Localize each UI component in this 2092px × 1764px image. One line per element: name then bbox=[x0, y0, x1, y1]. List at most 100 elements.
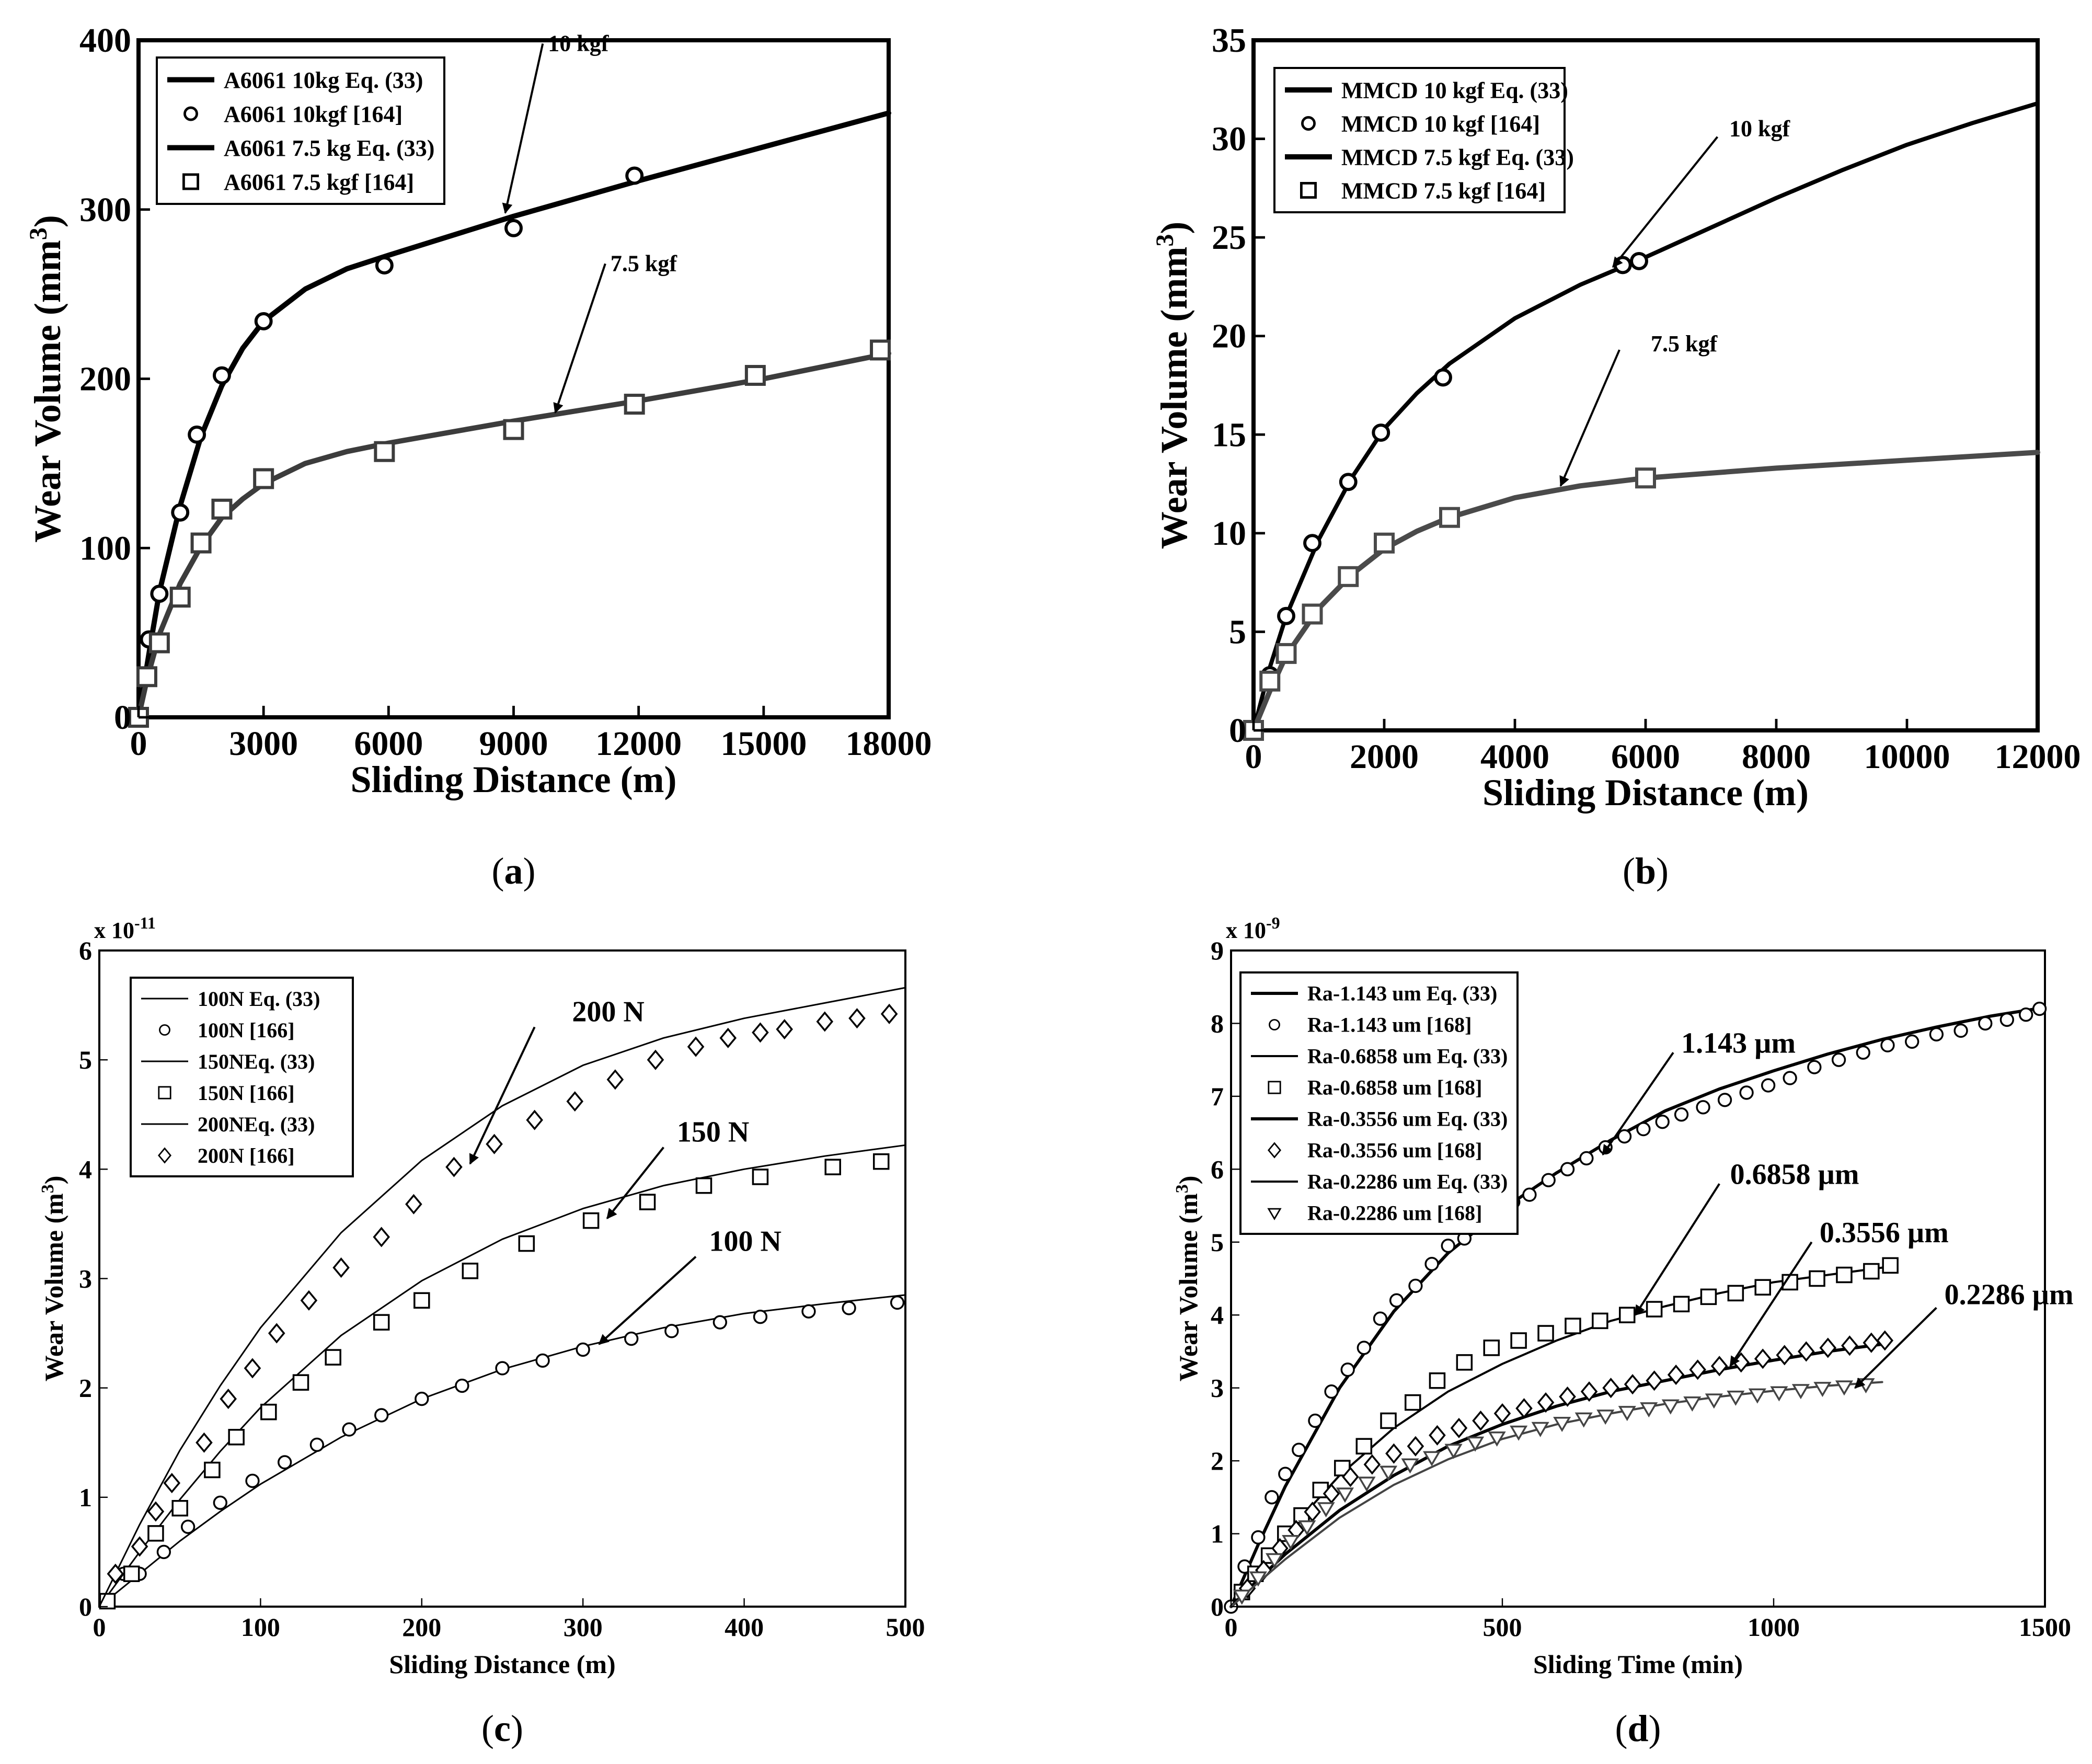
data-point-a-3-5 bbox=[211, 498, 233, 520]
data-point-d-1-10 bbox=[1373, 1311, 1388, 1326]
series-line-d-2 bbox=[1230, 1266, 1883, 1608]
data-point-d-7-4 bbox=[1298, 1520, 1316, 1536]
data-point-d-5-23 bbox=[1710, 1356, 1728, 1377]
data-point-c-5-24 bbox=[880, 1003, 898, 1024]
annotation-label-d-2: 0.3556 µm bbox=[1820, 1217, 1949, 1249]
data-point-c-1-14 bbox=[535, 1353, 550, 1368]
data-point-c-5-15 bbox=[566, 1091, 584, 1112]
data-point-c-5-3 bbox=[163, 1473, 181, 1494]
legend-label-d-1: Ra-1.143 um [168] bbox=[1307, 1013, 1472, 1036]
data-point-c-3-17 bbox=[824, 1159, 841, 1175]
data-point-d-3-19 bbox=[1673, 1296, 1690, 1313]
legend-swatch-d-3 bbox=[1268, 1081, 1281, 1094]
data-point-d-5-13 bbox=[1493, 1403, 1511, 1424]
data-point-d-1-35 bbox=[1856, 1045, 1870, 1060]
legend-label-b-3: MMCD 7.5 kgf [164] bbox=[1341, 178, 1546, 203]
chart-b: 10 kgf 7.5 kgf 0 2000 4000 6000 8000 10000 1200… bbox=[1151, 21, 2081, 892]
x-tick-label-d-3: 1500 bbox=[2019, 1612, 2071, 1642]
x-tick-label-c-4: 400 bbox=[725, 1612, 764, 1642]
data-point-c-5-17 bbox=[647, 1049, 664, 1070]
data-point-d-1-25 bbox=[1636, 1121, 1651, 1137]
y-tick-label-d-5: 5 bbox=[1211, 1228, 1224, 1257]
legend-label-d-7: Ra-0.2286 um [168] bbox=[1307, 1201, 1482, 1224]
data-point-d-7-21 bbox=[1661, 1399, 1680, 1415]
data-point-d-3-25 bbox=[1836, 1266, 1853, 1284]
legend-swatch-a-3 bbox=[182, 173, 199, 190]
x-tick-label-b-5: 10000 bbox=[1864, 738, 1950, 776]
data-point-d-5-6 bbox=[1342, 1467, 1359, 1487]
y-axis-label-a: Wear Volume (mm3) bbox=[25, 215, 69, 543]
data-point-c-1-5 bbox=[213, 1495, 227, 1510]
legend-label-c-5: 200N [166] bbox=[198, 1144, 295, 1167]
data-point-d-1-32 bbox=[1783, 1071, 1797, 1085]
annotation-arrow-d-2 bbox=[1729, 1241, 1813, 1367]
data-point-d-1-37 bbox=[1905, 1034, 1919, 1049]
data-point-d-5-10 bbox=[1429, 1425, 1446, 1446]
data-point-d-3-24 bbox=[1809, 1270, 1825, 1287]
data-point-c-5-21 bbox=[776, 1019, 793, 1040]
panel-label-a: (a) bbox=[492, 850, 536, 892]
data-point-c-3-3 bbox=[171, 1500, 188, 1517]
data-point-b-3-5 bbox=[1374, 532, 1395, 554]
data-point-c-5-1 bbox=[131, 1536, 148, 1557]
data-point-d-1-24 bbox=[1617, 1129, 1632, 1144]
data-point-a-3-4 bbox=[190, 532, 212, 554]
series-line-a-2 bbox=[136, 350, 891, 720]
data-point-d-1-28 bbox=[1696, 1100, 1710, 1115]
x-tick-label-b-1: 2000 bbox=[1350, 738, 1419, 776]
data-point-d-7-19 bbox=[1618, 1406, 1636, 1422]
data-point-d-7-9 bbox=[1401, 1458, 1419, 1474]
data-point-b-3-3 bbox=[1302, 603, 1323, 625]
y-tick-label-b-6: 30 bbox=[1212, 120, 1246, 158]
data-point-c-3-1 bbox=[123, 1565, 140, 1582]
y-tick-label-a-0: 0 bbox=[114, 698, 131, 737]
data-point-d-5-20 bbox=[1646, 1370, 1663, 1391]
y-tick-label-b-4: 20 bbox=[1212, 317, 1246, 356]
x-tick-label-d-1: 500 bbox=[1483, 1612, 1522, 1642]
data-point-a-1-6 bbox=[254, 312, 273, 330]
data-point-d-5-16 bbox=[1559, 1386, 1576, 1407]
series-line-b-2 bbox=[1251, 450, 2040, 733]
data-point-d-1-36 bbox=[1880, 1038, 1895, 1052]
y-tick-label-b-5: 25 bbox=[1212, 219, 1246, 257]
data-point-d-5-26 bbox=[1776, 1345, 1794, 1366]
data-point-c-1-19 bbox=[753, 1310, 768, 1324]
data-point-d-5-29 bbox=[1841, 1335, 1858, 1356]
data-point-d-3-17 bbox=[1618, 1307, 1636, 1323]
data-point-d-5-17 bbox=[1580, 1381, 1598, 1402]
series-line-d-6 bbox=[1230, 1381, 1883, 1608]
data-point-d-7-28 bbox=[1813, 1382, 1832, 1398]
data-point-c-3-2 bbox=[147, 1525, 164, 1542]
data-point-c-1-16 bbox=[624, 1331, 639, 1346]
data-point-c-3-10 bbox=[413, 1292, 430, 1309]
y-tick-label-c-6: 6 bbox=[79, 936, 92, 965]
data-point-a-3-9 bbox=[624, 394, 645, 415]
data-point-a-1-3 bbox=[171, 503, 190, 522]
data-point-c-5-6 bbox=[244, 1358, 261, 1379]
data-point-b-1-5 bbox=[1372, 423, 1390, 442]
annotation-arrow-d-1 bbox=[1634, 1183, 1720, 1316]
y-tick-label-b-7: 35 bbox=[1212, 21, 1246, 60]
data-point-d-3-16 bbox=[1592, 1312, 1608, 1330]
data-point-d-3-11 bbox=[1456, 1354, 1473, 1371]
legend-label-c-1: 100N [166] bbox=[198, 1018, 295, 1042]
data-point-c-1-6 bbox=[245, 1473, 260, 1488]
x-tick-label-b-2: 4000 bbox=[1480, 738, 1549, 776]
data-point-a-1-4 bbox=[188, 425, 206, 444]
y-tick-label-b-0: 0 bbox=[1229, 712, 1246, 750]
data-point-d-5-30 bbox=[1863, 1332, 1880, 1353]
data-point-c-5-0 bbox=[107, 1563, 124, 1584]
series-line-b-0 bbox=[1251, 101, 2040, 732]
data-point-a-1-5 bbox=[212, 366, 231, 385]
annotation-arrow-a-0 bbox=[502, 43, 544, 214]
data-point-a-3-10 bbox=[744, 365, 766, 386]
y-tick-label-d-6: 6 bbox=[1211, 1154, 1224, 1184]
data-point-d-7-18 bbox=[1596, 1410, 1615, 1425]
data-point-c-5-23 bbox=[848, 1008, 866, 1029]
series-line-c-2 bbox=[98, 1144, 906, 1608]
data-point-b-3-2 bbox=[1275, 643, 1297, 664]
legend-label-b-1: MMCD 10 kgf [164] bbox=[1341, 111, 1540, 136]
data-point-d-5-28 bbox=[1819, 1337, 1837, 1358]
y-tick-label-d-2: 2 bbox=[1211, 1446, 1224, 1475]
data-point-d-1-9 bbox=[1357, 1341, 1371, 1355]
